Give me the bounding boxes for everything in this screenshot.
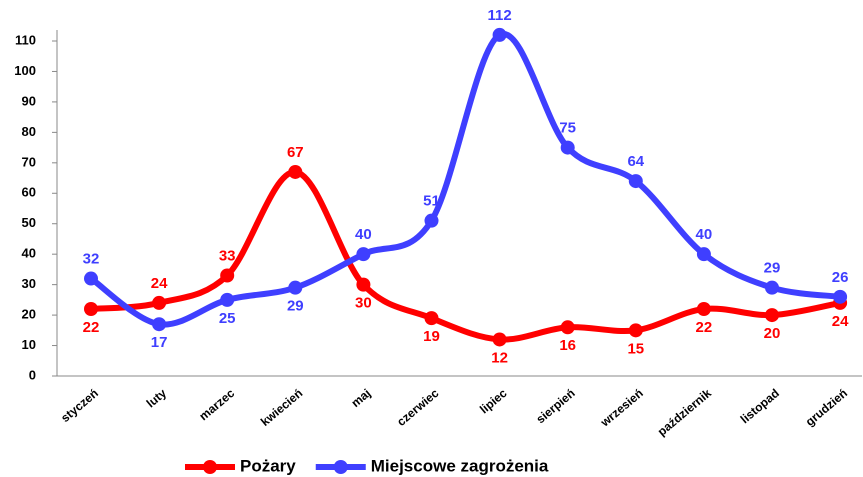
value-label: 25 xyxy=(219,310,236,327)
point xyxy=(696,247,711,262)
value-label: 29 xyxy=(764,260,781,277)
value-label: 19 xyxy=(423,328,440,345)
point xyxy=(628,323,643,338)
x-tick-label: styczeń xyxy=(58,386,101,425)
y-tick-label: 10 xyxy=(22,337,36,352)
y-tick-label: 30 xyxy=(22,276,36,291)
value-label: 26 xyxy=(832,269,849,286)
point xyxy=(152,317,167,332)
x-tick-label: maj xyxy=(349,386,374,410)
point xyxy=(356,247,371,262)
point xyxy=(288,280,303,295)
x-tick-label: lipiec xyxy=(477,386,510,417)
value-label: 30 xyxy=(355,295,372,312)
point xyxy=(560,320,575,335)
series-line xyxy=(88,31,844,328)
point xyxy=(424,213,439,228)
point xyxy=(220,292,235,307)
point xyxy=(152,295,167,310)
point xyxy=(84,271,98,286)
value-label: 12 xyxy=(491,349,508,366)
value-label: 67 xyxy=(287,144,304,161)
value-label: 22 xyxy=(696,319,713,336)
x-tick-label: wrzesień xyxy=(597,386,646,430)
point xyxy=(288,164,303,179)
point xyxy=(628,174,643,189)
legend-marker xyxy=(333,460,348,474)
value-label: 40 xyxy=(696,226,713,243)
y-tick-label: 70 xyxy=(22,154,36,169)
point xyxy=(84,302,98,316)
x-tick-label: październik xyxy=(655,386,714,439)
value-label: 24 xyxy=(832,313,849,330)
value-label: 32 xyxy=(83,251,100,268)
value-label: 75 xyxy=(559,120,576,137)
x-tick-label: luty xyxy=(144,386,170,411)
legend-label: Pożary xyxy=(240,456,296,475)
point xyxy=(765,280,779,295)
point xyxy=(492,332,507,347)
value-label: 15 xyxy=(627,340,644,357)
y-tick-label: 60 xyxy=(22,185,36,200)
y-tick-label: 100 xyxy=(14,63,36,78)
value-label: 112 xyxy=(487,7,511,24)
point xyxy=(833,289,848,304)
x-tick-label: kwiecień xyxy=(258,386,305,429)
x-tick-label: grudzień xyxy=(803,386,850,429)
value-label: 20 xyxy=(764,325,781,342)
value-label: 33 xyxy=(219,247,236,264)
point xyxy=(220,268,235,283)
y-tick-label: 50 xyxy=(22,215,36,230)
y-tick-label: 20 xyxy=(22,307,36,322)
value-label: 40 xyxy=(355,226,372,243)
y-tick-label: 110 xyxy=(15,32,36,47)
y-tick-label: 40 xyxy=(22,246,36,261)
legend-label: Miejscowe zagrożenia xyxy=(371,456,549,475)
value-label: 16 xyxy=(559,337,576,354)
series-line xyxy=(88,168,844,343)
x-tick-label: marzec xyxy=(196,386,237,424)
point xyxy=(696,302,711,316)
y-tick-label: 0 xyxy=(29,367,36,382)
legend-marker xyxy=(203,460,217,474)
point xyxy=(560,140,575,155)
x-tick-label: czerwiec xyxy=(394,386,442,429)
point xyxy=(765,308,779,323)
point xyxy=(492,27,507,42)
value-label: 22 xyxy=(83,319,100,336)
point xyxy=(356,277,371,292)
value-label: 51 xyxy=(423,193,440,210)
y-tick-label: 80 xyxy=(22,124,36,139)
y-tick-label: 90 xyxy=(22,93,36,108)
value-label: 24 xyxy=(151,275,168,292)
point xyxy=(424,311,439,326)
value-label: 29 xyxy=(287,298,304,315)
value-label: 64 xyxy=(627,153,644,170)
value-label: 17 xyxy=(151,334,168,351)
x-tick-label: listopad xyxy=(738,386,782,426)
x-tick-label: sierpień xyxy=(533,386,577,426)
